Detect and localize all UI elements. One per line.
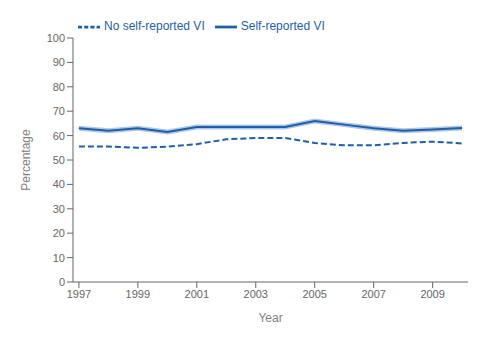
svg-text:2003: 2003 (244, 288, 268, 300)
svg-text:70: 70 (53, 105, 65, 117)
svg-text:1997: 1997 (67, 288, 91, 300)
svg-text:80: 80 (53, 81, 65, 93)
svg-text:50: 50 (53, 154, 65, 166)
svg-text:10: 10 (53, 252, 65, 264)
svg-text:100: 100 (47, 32, 65, 44)
svg-text:60: 60 (53, 130, 65, 142)
svg-text:2001: 2001 (185, 288, 209, 300)
svg-text:2005: 2005 (302, 288, 326, 300)
html-text:No self-reported VI: No self-reported VI (104, 19, 205, 34)
svg-text:20: 20 (53, 227, 65, 239)
svg-text:2007: 2007 (361, 288, 385, 300)
svg-text:2009: 2009 (420, 288, 444, 300)
svg-text:30: 30 (53, 203, 65, 215)
svg-text:40: 40 (53, 178, 65, 190)
svg-text:0: 0 (59, 276, 65, 288)
svg-text:Percentage: Percentage (19, 129, 33, 191)
svg-text:Year: Year (258, 311, 282, 325)
html-text:Self-reported VI: Self-reported VI (240, 19, 325, 34)
svg-text:1999: 1999 (126, 288, 150, 300)
svg-text:90: 90 (53, 56, 65, 68)
